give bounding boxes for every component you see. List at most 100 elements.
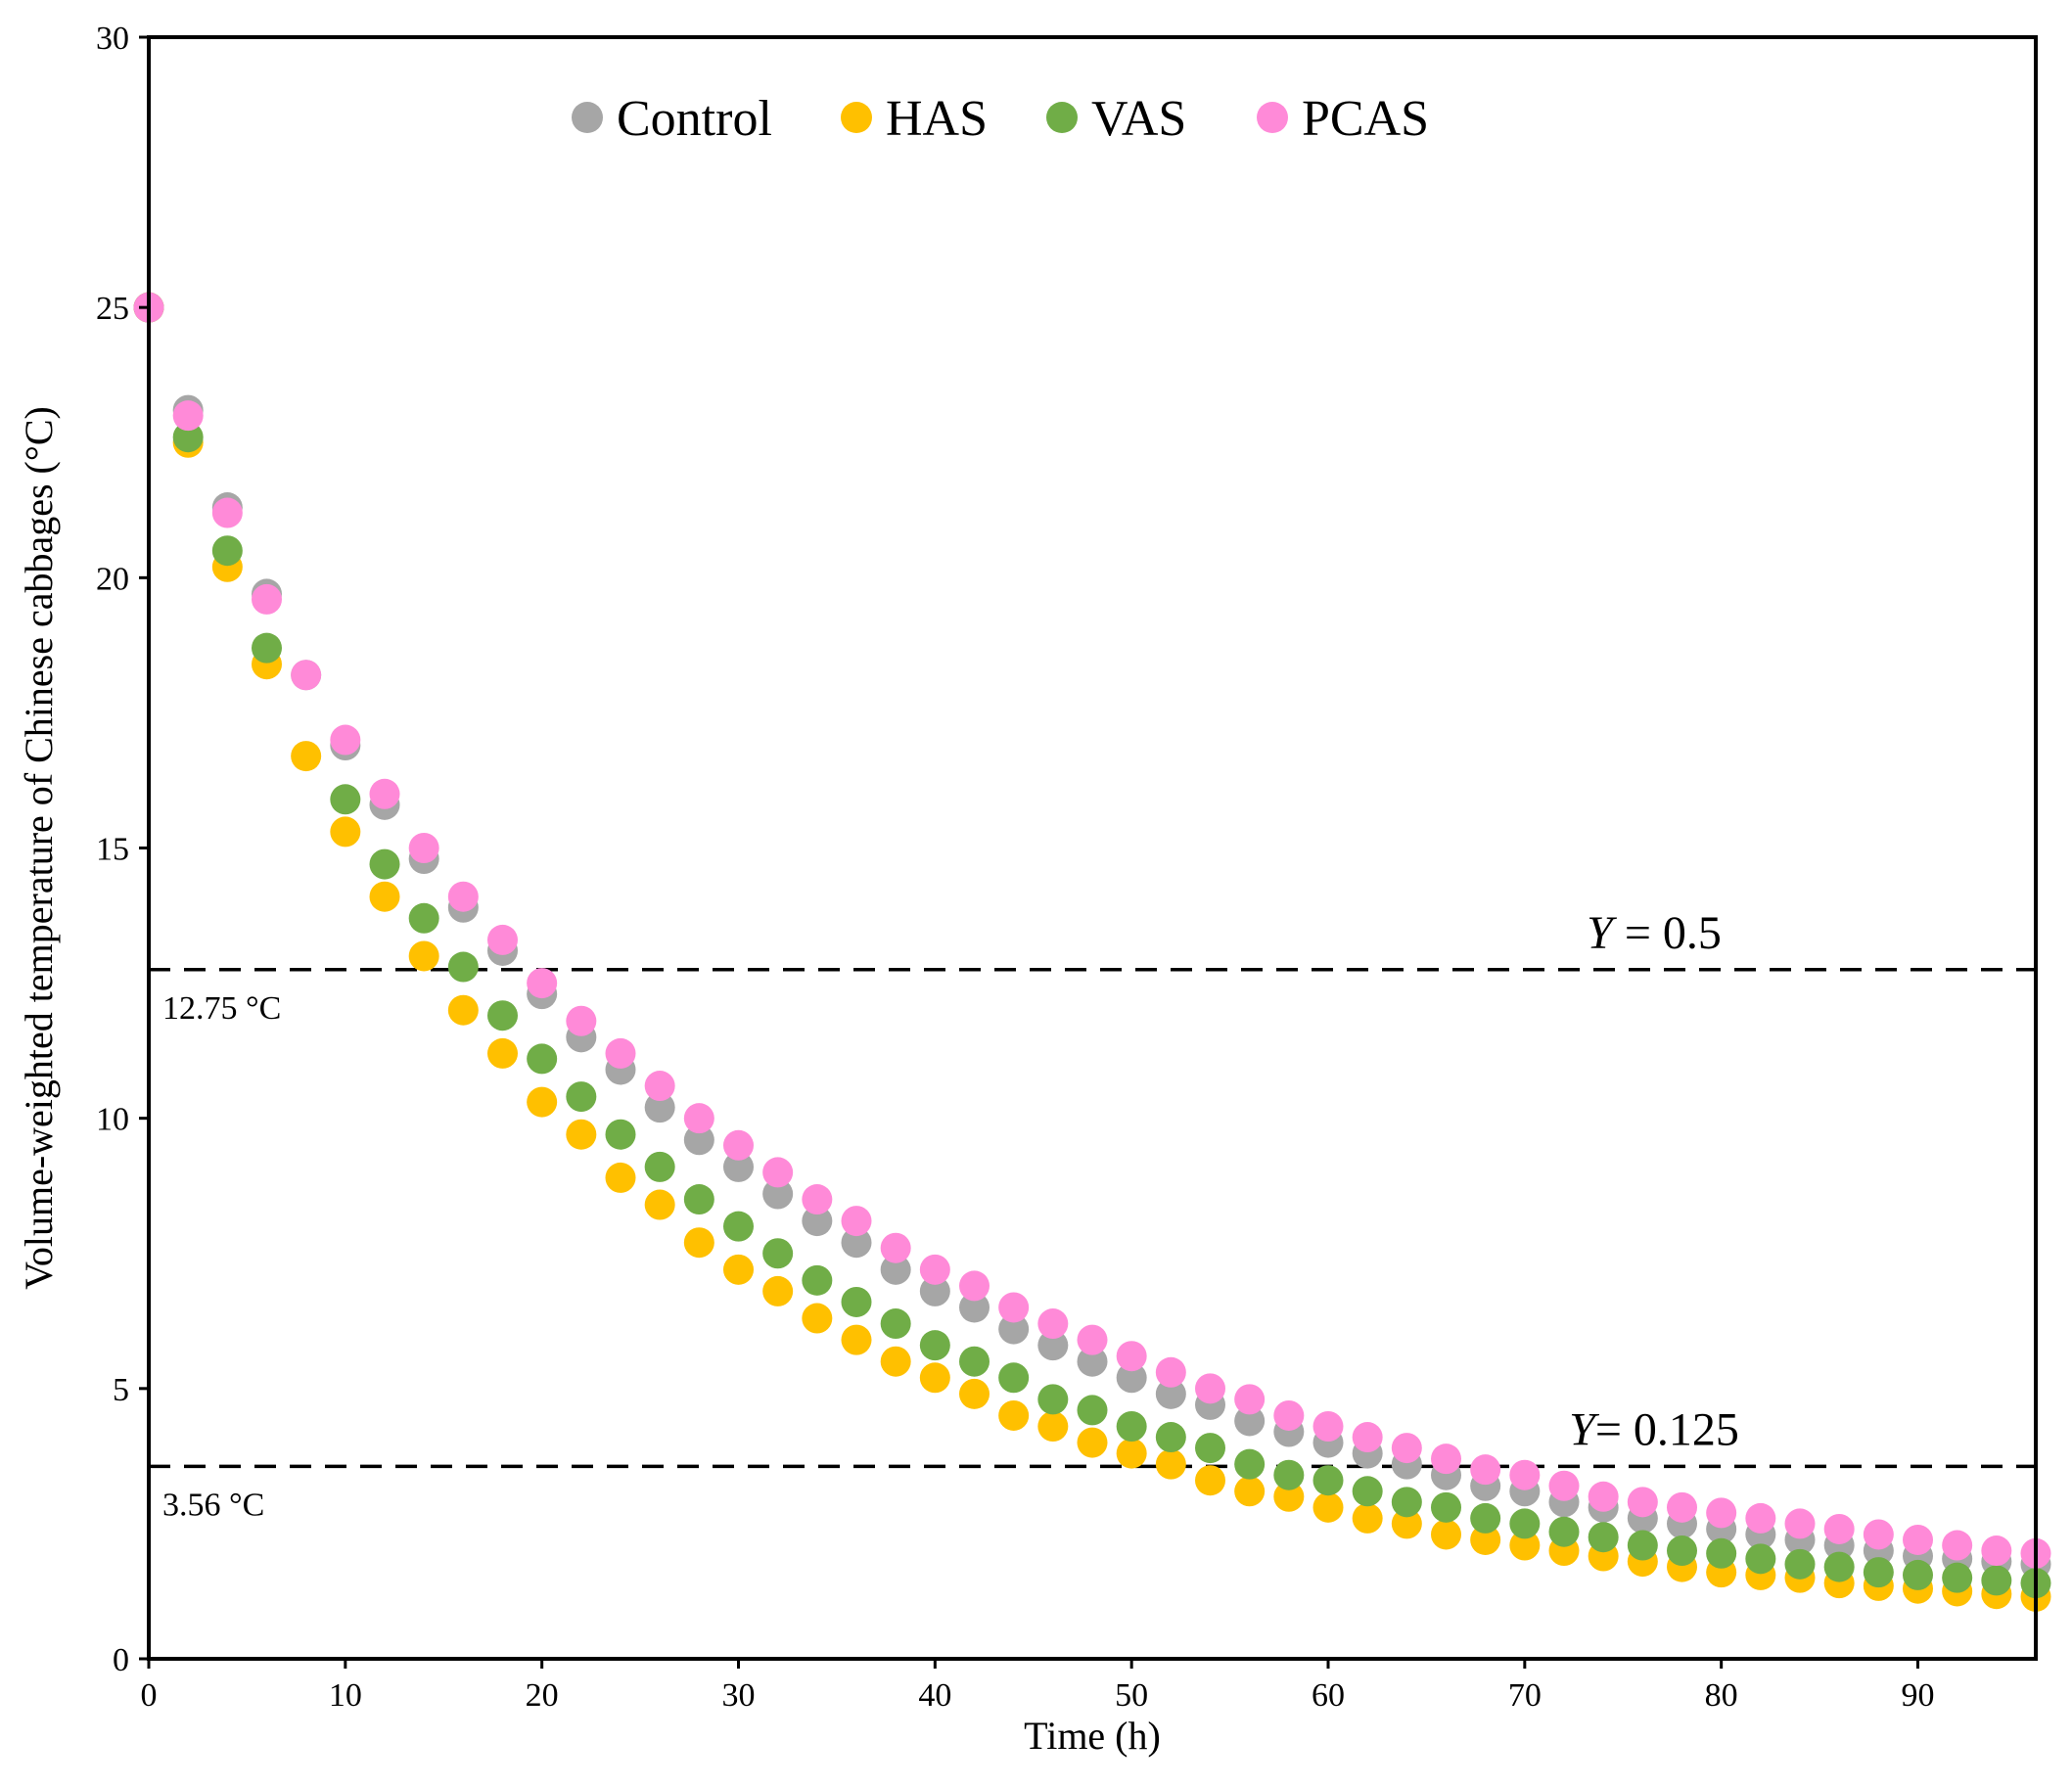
y-tick-label: 20 bbox=[96, 561, 129, 597]
data-point bbox=[1155, 1356, 1186, 1388]
legend-label: Control bbox=[617, 91, 772, 147]
data-point bbox=[683, 1227, 714, 1259]
data-point bbox=[172, 422, 204, 453]
data-point bbox=[762, 1178, 794, 1210]
data-point bbox=[802, 1264, 833, 1296]
data-point bbox=[1470, 1502, 1501, 1534]
data-point bbox=[644, 1092, 675, 1123]
legend-item-control: Control bbox=[572, 91, 772, 147]
reference-lines bbox=[149, 968, 2036, 1469]
data-point bbox=[1981, 1565, 2012, 1596]
data-point bbox=[1431, 1443, 1461, 1475]
data-point bbox=[1903, 1524, 1933, 1555]
series-pcas bbox=[133, 292, 2051, 1569]
data-point bbox=[1273, 1399, 1305, 1431]
data-point bbox=[447, 994, 479, 1026]
data-point bbox=[330, 784, 361, 815]
y-tick-label: 30 bbox=[96, 21, 129, 57]
data-point bbox=[447, 881, 479, 912]
y-axis-ticks: 0 5 10 15 20 25 30 bbox=[96, 21, 149, 1678]
data-point bbox=[527, 1043, 558, 1075]
data-point bbox=[644, 1071, 675, 1102]
x-tick-label: 40 bbox=[918, 1677, 951, 1714]
series-vas bbox=[133, 292, 2051, 1599]
data-point bbox=[1391, 1487, 1422, 1518]
data-point bbox=[1706, 1497, 1737, 1529]
x-tick-label: 60 bbox=[1312, 1677, 1345, 1714]
reference-line-label: Y= 0.125 bbox=[1569, 1403, 1739, 1455]
data-point bbox=[1548, 1516, 1580, 1547]
data-point bbox=[527, 1086, 558, 1118]
data-point bbox=[330, 816, 361, 848]
data-point bbox=[408, 833, 439, 863]
data-point bbox=[919, 1330, 950, 1361]
data-point bbox=[1706, 1537, 1737, 1569]
data-point bbox=[566, 1119, 597, 1150]
legend-marker bbox=[841, 102, 872, 133]
data-point bbox=[1116, 1410, 1147, 1442]
data-point bbox=[1116, 1362, 1147, 1394]
data-point bbox=[1784, 1508, 1816, 1539]
data-point bbox=[1077, 1427, 1108, 1458]
reference-label-value: = 0.125 bbox=[1595, 1403, 1739, 1455]
legend-item-has: HAS bbox=[841, 91, 988, 147]
data-point bbox=[1234, 1448, 1266, 1480]
data-point bbox=[959, 1292, 990, 1323]
data-point bbox=[487, 924, 518, 955]
data-point bbox=[211, 497, 243, 528]
reference-label-symbol: Y bbox=[1569, 1403, 1599, 1455]
data-point bbox=[723, 1211, 754, 1242]
reference-line-value: 12.75 °C bbox=[162, 990, 281, 1027]
data-point bbox=[211, 535, 243, 567]
data-point bbox=[1548, 1470, 1580, 1501]
y-tick-label: 10 bbox=[96, 1102, 129, 1138]
data-point bbox=[1391, 1508, 1422, 1539]
data-point bbox=[1588, 1481, 1619, 1512]
data-point bbox=[1195, 1373, 1225, 1404]
data-point bbox=[369, 778, 400, 809]
legend-marker bbox=[1257, 102, 1288, 133]
data-point bbox=[487, 1037, 518, 1069]
data-point bbox=[841, 1324, 872, 1355]
reference-line-label: Y = 0.5 bbox=[1587, 907, 1722, 959]
data-point bbox=[1391, 1433, 1422, 1464]
data-point bbox=[1155, 1378, 1186, 1409]
data-point bbox=[1352, 1476, 1383, 1507]
data-point bbox=[880, 1308, 911, 1340]
data-point bbox=[1116, 1438, 1147, 1469]
data-point bbox=[369, 848, 400, 880]
data-point bbox=[172, 400, 204, 432]
data-point bbox=[1784, 1548, 1816, 1580]
data-point bbox=[369, 881, 400, 912]
data-point bbox=[1273, 1459, 1305, 1490]
data-point bbox=[1667, 1535, 1697, 1567]
data-point bbox=[723, 1254, 754, 1285]
data-point bbox=[1470, 1524, 1501, 1555]
data-point bbox=[1667, 1491, 1697, 1523]
legend-item-pcas: PCAS bbox=[1257, 91, 1429, 147]
legend-label: PCAS bbox=[1302, 91, 1429, 147]
data-point bbox=[1312, 1410, 1344, 1442]
data-point bbox=[605, 1037, 636, 1069]
data-point bbox=[802, 1303, 833, 1334]
x-axis-ticks: 0 10 20 30 40 50 60 70 80 90 bbox=[141, 1659, 1935, 1714]
data-point bbox=[1116, 1341, 1147, 1372]
data-point bbox=[959, 1346, 990, 1377]
data-point bbox=[1273, 1481, 1305, 1512]
data-point bbox=[762, 1157, 794, 1188]
data-point bbox=[1745, 1543, 1776, 1575]
data-point bbox=[1195, 1433, 1225, 1464]
data-point bbox=[1312, 1491, 1344, 1523]
data-point bbox=[1077, 1324, 1108, 1355]
data-point bbox=[723, 1129, 754, 1161]
data-point bbox=[1037, 1308, 1069, 1340]
data-point bbox=[1863, 1557, 1894, 1588]
data-point bbox=[1037, 1330, 1069, 1361]
data-point bbox=[959, 1378, 990, 1409]
x-tick-label: 50 bbox=[1115, 1677, 1148, 1714]
data-point bbox=[919, 1254, 950, 1285]
legend-item-vas: VAS bbox=[1046, 91, 1186, 147]
legend-marker bbox=[572, 102, 603, 133]
data-point bbox=[998, 1362, 1030, 1394]
